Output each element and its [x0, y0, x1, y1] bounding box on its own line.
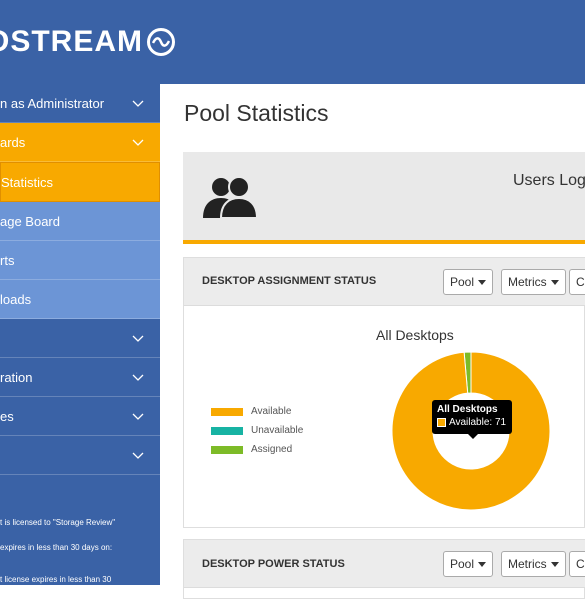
caret-down-icon: [478, 279, 487, 285]
metrics-dropdown-button[interactable]: Metrics: [501, 551, 566, 577]
sidebar-item-label: loads: [0, 291, 32, 307]
sidebar-item-resources[interactable]: es: [0, 397, 160, 436]
chevron-down-icon: [132, 139, 144, 146]
pool-dropdown-button[interactable]: Pool: [443, 551, 494, 577]
sidebar-item-label: n as Administrator: [0, 95, 105, 111]
desktop-power-panel: DESKTOP POWER STATUS Pool Metrics C: [183, 539, 585, 599]
sidebar: n as Administrator ards Statistics age B…: [0, 84, 160, 585]
button-label: Metrics: [508, 557, 547, 571]
users-card-title: Users Log: [513, 172, 585, 189]
sidebar-item-collapsed-1[interactable]: [0, 319, 160, 358]
legend-swatch: [211, 445, 243, 454]
third-dropdown-button[interactable]: C: [569, 269, 585, 295]
sidebar-item-label: ration: [0, 369, 33, 385]
panel-title: DESKTOP ASSIGNMENT STATUS: [202, 275, 377, 287]
button-label: Pool: [450, 557, 475, 571]
sidebar-item-downloads[interactable]: loads: [0, 280, 160, 319]
brand-logo[interactable]: OSTREAM: [0, 22, 175, 62]
users-card-accent-bar: [183, 240, 585, 244]
metrics-dropdown-button[interactable]: Metrics: [501, 269, 566, 295]
chart-title: All Desktops: [376, 327, 454, 343]
sidebar-item-label: age Board: [0, 213, 60, 229]
chart-tooltip: All Desktops Available: 71: [432, 400, 512, 439]
panel-header: DESKTOP ASSIGNMENT STATUS Pool Metrics C: [184, 258, 585, 306]
tooltip-swatch: [437, 418, 446, 427]
pool-dropdown-button[interactable]: Pool: [443, 269, 494, 295]
caret-down-icon: [550, 561, 559, 567]
legend-item-available[interactable]: Available: [211, 406, 291, 417]
donut-chart: [391, 351, 551, 511]
legend-swatch: [211, 426, 243, 435]
tooltip-title: All Desktops: [437, 404, 498, 415]
desktop-assignment-panel: DESKTOP ASSIGNMENT STATUS Pool Metrics C…: [183, 257, 585, 528]
top-bar: OSTREAM: [0, 0, 585, 84]
license-note: expires in less than 30 days on:: [0, 543, 113, 552]
logo-wave-icon: [147, 28, 175, 56]
caret-down-icon: [478, 561, 487, 567]
button-label: Pool: [450, 275, 475, 289]
license-note: t is licensed to "Storage Review": [0, 518, 116, 527]
button-label: C: [576, 557, 585, 571]
sidebar-item-configuration[interactable]: ration: [0, 358, 160, 397]
caret-down-icon: [550, 279, 559, 285]
sidebar-item-administrator[interactable]: n as Administrator: [0, 84, 160, 123]
sidebar-item-dashboards[interactable]: ards: [0, 123, 160, 162]
sidebar-item-label: Statistics: [1, 174, 54, 190]
panel-title: DESKTOP POWER STATUS: [202, 558, 345, 570]
logo-text: OSTREAM: [0, 25, 143, 58]
legend-swatch: [211, 407, 243, 416]
main-content: Pool Statistics Users Log DESKTOP ASSIGN…: [160, 84, 585, 599]
sidebar-item-collapsed-2[interactable]: [0, 436, 160, 475]
sidebar-item-reports[interactable]: rts: [0, 241, 160, 280]
tooltip-text: Available: 71: [449, 417, 507, 428]
chevron-down-icon: [132, 374, 144, 381]
tooltip-tail: [468, 434, 478, 439]
legend-item-assigned[interactable]: Assigned: [211, 444, 292, 455]
page-title: Pool Statistics: [184, 100, 329, 126]
license-note: t license expires in less than 30: [0, 575, 112, 584]
legend-item-unavailable[interactable]: Unavailable: [211, 425, 303, 436]
panel-header: DESKTOP POWER STATUS Pool Metrics C: [184, 540, 585, 588]
sidebar-item-storage-board[interactable]: age Board: [0, 202, 160, 241]
chevron-down-icon: [132, 413, 144, 420]
third-dropdown-button[interactable]: C: [569, 551, 585, 577]
sidebar-item-label: ards: [0, 134, 26, 150]
legend-label: Assigned: [251, 444, 293, 455]
button-label: C: [576, 275, 585, 289]
sidebar-item-label: rts: [0, 252, 15, 268]
chevron-down-icon: [132, 335, 144, 342]
sidebar-item-label: es: [0, 408, 14, 424]
legend-label: Available: [251, 406, 292, 417]
chevron-down-icon: [132, 452, 144, 459]
donut-slice-available[interactable]: [391, 351, 551, 511]
button-label: Metrics: [508, 275, 547, 289]
sidebar-item-pool-statistics[interactable]: Statistics: [0, 162, 160, 202]
chevron-down-icon: [132, 100, 144, 107]
legend-label: Unavailable: [251, 425, 304, 436]
users-logged-card: Users Log: [183, 152, 585, 244]
users-icon: [203, 176, 259, 219]
